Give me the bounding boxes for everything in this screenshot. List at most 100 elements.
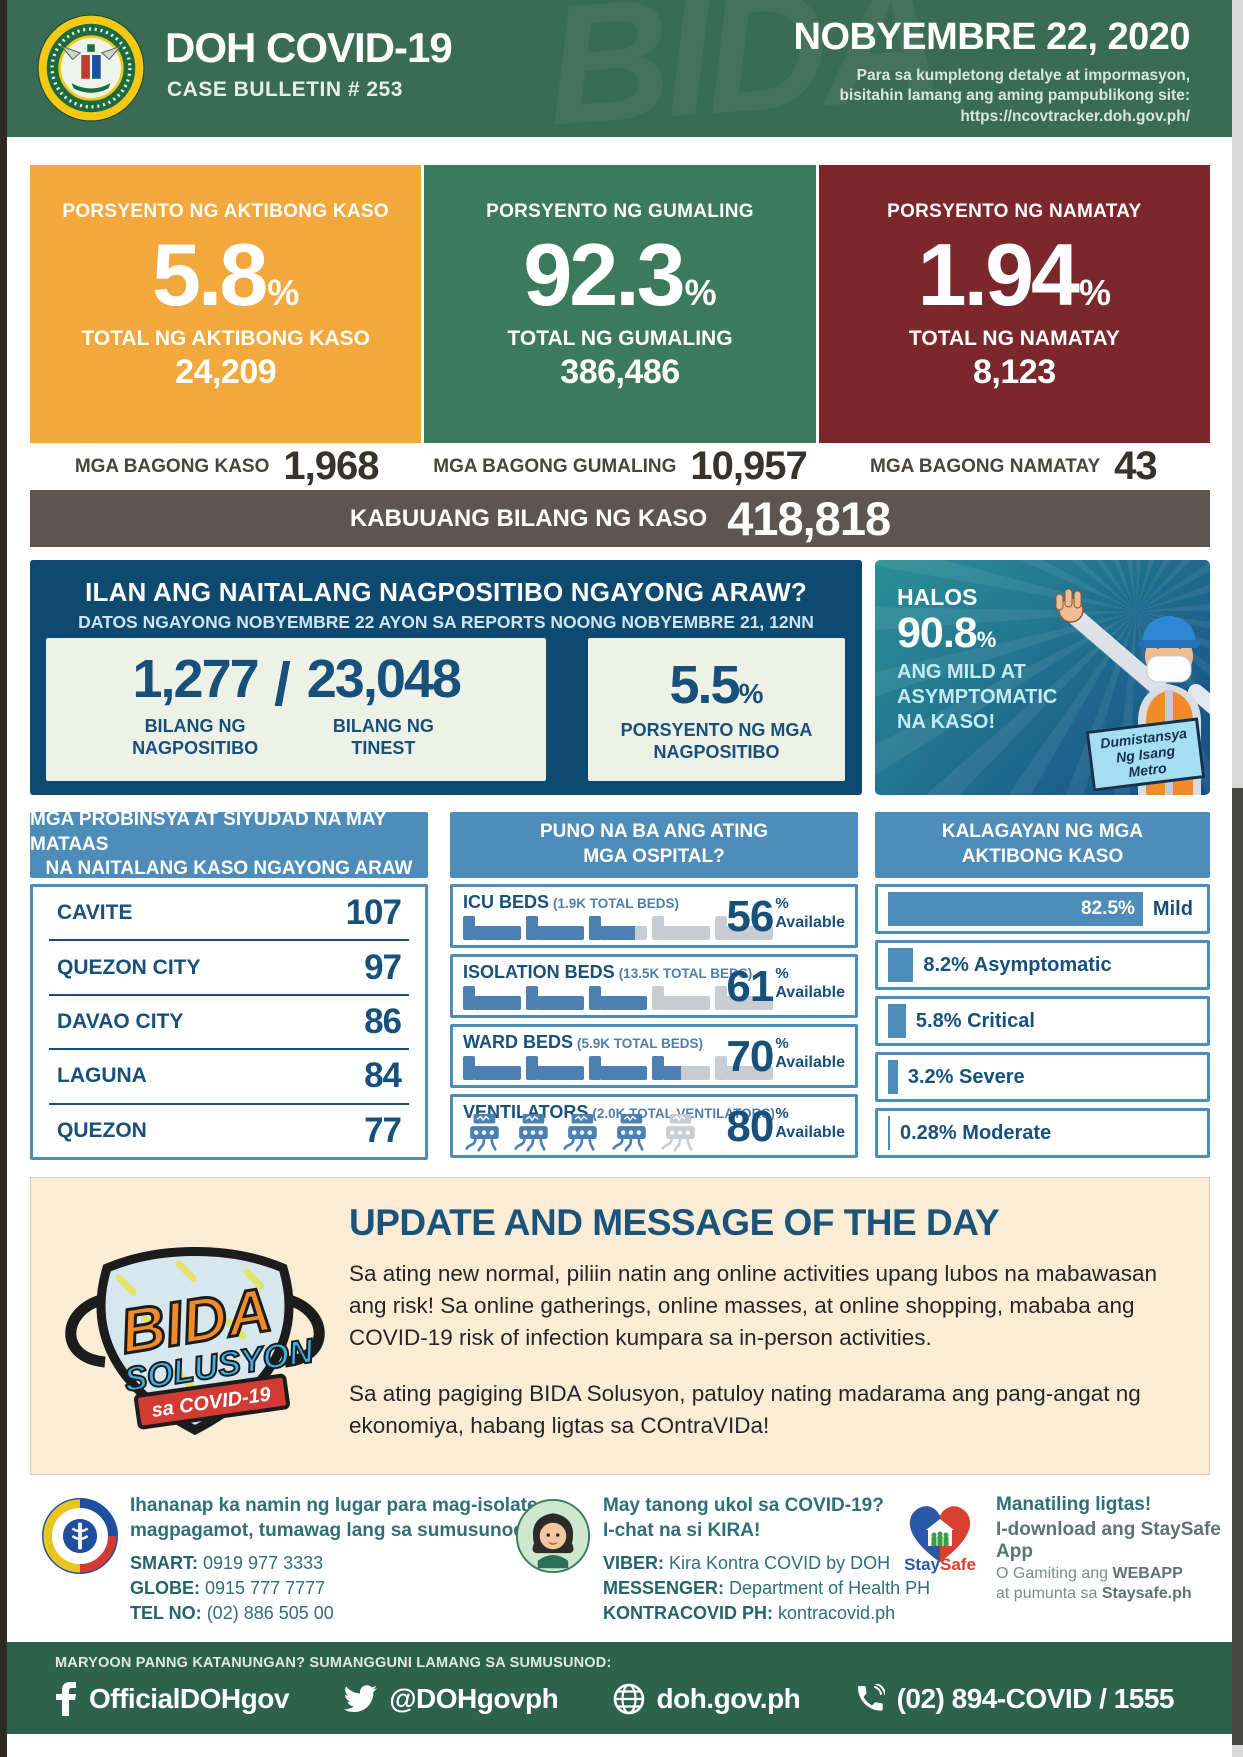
message-paragraph-1: Sa ating new normal, piliin natin ang on… [349,1261,1158,1350]
mild-asymptomatic-panel: HALOS 90.8% ANG MILD AT ASYMPTOMATIC NA … [875,560,1210,795]
mild-bar-box: 82.5% Mild [875,884,1210,934]
twitter-handle: @DOHgovph [343,1683,559,1715]
header: BIDA DOH COVID-19 CASE BULLETIN # 253 NO… [7,0,1232,137]
detail-columns: MGA PROBINSYA AT SIYUDAD NA MAY MATAAS N… [0,809,1243,1160]
kira-intro: May tanong ukol sa COVID-19? I-chat na s… [603,1495,884,1541]
new-recoveries: MGA BAGONG GUMALING 10,957 [423,443,816,490]
hotline-number: (02) 894-COVID / 1555 [855,1683,1174,1715]
new-deaths: MGA BAGONG NAMATAY 43 [817,443,1210,490]
vent-icon [659,1114,701,1152]
vent-icon [512,1114,554,1152]
bed-icon [589,916,647,940]
positivity-subtitle: DATOS NGAYONG NOBYEMBRE 22 AYON SA REPOR… [78,612,814,632]
bed-icon [526,916,584,940]
active-percent-label: PORSYENTO NG AKTIBONG KASO [62,201,389,222]
ward-beds-card: WARD BEDS (5.9K TOTAL BEDS) 70 % Available [450,1024,858,1088]
ventilator-availability: 80 % Available [726,1102,845,1151]
moderate-bar-box: 0.28% Moderate [875,1108,1210,1158]
positivity-panel: ILAN ANG NAITALANG NAGPOSITIBO NGAYONG A… [30,560,862,795]
positivity-section: ILAN ANG NAITALANG NAGPOSITIBO NGAYONG A… [0,560,1243,795]
left-edge-strip [0,0,7,1757]
recovered-percent-label: PORSYENTO NG GUMALING [486,201,754,222]
facebook-icon [56,1682,76,1716]
recovered-total-value: 386,486 [560,353,680,392]
vent-icon [610,1114,652,1152]
staysafe-line3: O Gamiting ang WEBAPP [996,1565,1183,1582]
isolation-numbers: SMART: 0919 977 3333 GLOBE: 0915 777 777… [130,1553,334,1624]
recovered-percent-value: 92.3% [523,225,717,324]
table-row: LAGUNA 84 [49,1050,409,1105]
bed-icon [652,1056,710,1080]
message-of-the-day: BIDA SOLUSYON sa COVID-19 UPDATE AND MES… [30,1177,1210,1475]
tested-count: 23,048 BILANG NG TINEST [306,649,462,758]
positive-vs-tested-card: 1,277 BILANG NG NAGPOSITIBO / 23,048 BILA… [46,638,546,781]
top-provinces-column: MGA PROBINSYA AT SIYUDAD NA MAY MATAAS N… [30,809,428,1160]
total-cases-bar: KABUUANG BILANG NG KASO 418,818 [30,490,1210,547]
staysafe-wordmark: StaySafe [904,1555,976,1574]
mild-stat-text: HALOS 90.8% ANG MILD AT ASYMPTOMATIC NA … [897,584,1058,734]
footer-bar: MARYOON PANNG KATANUNGAN? SUMANGGUNI LAM… [7,1642,1232,1734]
new-cases-row: MGA BAGONG KASO 1,968 MGA BAGONG GUMALIN… [30,443,1210,490]
positivity-rate: 5.5% [669,654,764,715]
asymptomatic-bar-box: 8.2% Asymptomatic [875,940,1210,990]
active-total-value: 24,209 [175,353,277,392]
header-note-line2: bisitahin lamang ang aming pampublikong … [839,87,1190,105]
staysafe-line2: I-download ang StaySafe App [996,1519,1221,1562]
active-percent-value: 5.8% [151,225,300,324]
mild-percent: 90.8% [897,609,996,657]
total-cases-label: KABUUANG BILANG NG KASO [349,504,708,532]
deaths-percent-value: 1.94% [917,225,1111,324]
table-row: DAVAO CITY 86 [49,996,409,1051]
bulletin-title: DOH COVID-19 [165,24,453,71]
table-row: QUEZON 77 [57,1110,402,1150]
halos-label: HALOS [897,584,978,610]
positivity-rate-card: 5.5% PORSYENTO NG MGA NAGPOSITIBO [588,638,845,781]
active-cases-card: PORSYENTO NG AKTIBONG KASO 5.8% TOTAL NG… [30,165,422,443]
message-paragraph-2: Sa ating pagiging BIDA Solusyon, patuloy… [349,1380,1141,1438]
mild-bar: 82.5% [888,892,1143,926]
staysafe-line4: at pumunta sa Staysafe.ph [996,1585,1192,1602]
ventilators-card: VENTILATORS (2.0K TOTAL VENTILATORS) 80 %… [450,1094,858,1158]
bed-icon [526,986,584,1010]
active-total-label: TOTAL NG AKTIBONG KASO [81,327,370,351]
bed-icon [652,986,710,1010]
footer-question: MARYOON PANNG KATANUNGAN? SUMANGGUNI LAM… [55,1655,612,1671]
header-note: Para sa kumpletong detalye at impormasyo… [839,66,1190,127]
new-deaths-value: 43 [1114,444,1157,488]
severe-bar [888,1060,898,1094]
header-note-line1: Para sa kumpletong detalye at impormasyo… [856,67,1190,84]
recovered-total-label: TOTAL NG GUMALING [507,327,733,351]
kira-avatar [515,1498,591,1574]
new-deaths-label: MGA BAGONG NAMATAY [870,455,1101,477]
kira-chatbot-group: May tanong ukol sa COVID-19? I-chat na s… [515,1494,930,1626]
facebook-handle: OfficialDOHgov [55,1682,289,1716]
twitter-icon [343,1685,378,1713]
bida-solusyon-logo: BIDA SOLUSYON sa COVID-19 [65,1247,325,1436]
hospital-capacity-column: PUNO NA BA ANG ATING MGA OSPITAL? ICU BE… [450,812,858,1158]
critical-bar-box: 5.8% Critical [875,996,1210,1046]
tracker-url: https://ncovtracker.doh.gov.ph/ [960,107,1190,125]
right-edge-dark-strip [1232,788,1243,1745]
bed-icon [463,1056,521,1080]
critical-bar [888,1004,906,1038]
deaths-percent-label: PORSYENTO NG NAMATAY [887,201,1142,222]
staysafe-line1: Manatiling ligtas! [996,1494,1152,1515]
message-title: UPDATE AND MESSAGE OF THE DAY [349,1202,1000,1243]
provinces-header: MGA PROBINSYA AT SIYUDAD NA MAY MATAAS N… [30,809,428,879]
bed-icon [589,1056,647,1080]
provinces-table: CAVITE 107 QUEZON CITY 97 DAVAO CITY 86 LAG… [30,884,428,1160]
positivity-title: ILAN ANG NAITALANG NAGPOSITIBO NGAYONG A… [85,577,807,607]
deaths-total-label: TOTAL NG NAMATAY [908,327,1120,351]
total-cases-value: 418,818 [727,492,891,545]
contact-strip: Ihananap ka namin ng lugar para mag-isol… [0,1490,1243,1638]
asymptomatic-bar [888,948,914,982]
new-cases: MGA BAGONG KASO 1,968 [30,443,423,490]
isolation-availability: 61 % Available [726,962,845,1011]
doh-seal-logo [37,14,145,122]
bed-icon [652,916,710,940]
moderate-bar [888,1116,890,1150]
active-status-header: KALAGAYAN NG MGA AKTIBONG KASO [875,812,1210,878]
isolation-beds-card: ISOLATION BEDS (13.5K TOTAL BEDS) 61 % Ava… [450,954,858,1018]
deaths-total-value: 8,123 [973,353,1056,392]
